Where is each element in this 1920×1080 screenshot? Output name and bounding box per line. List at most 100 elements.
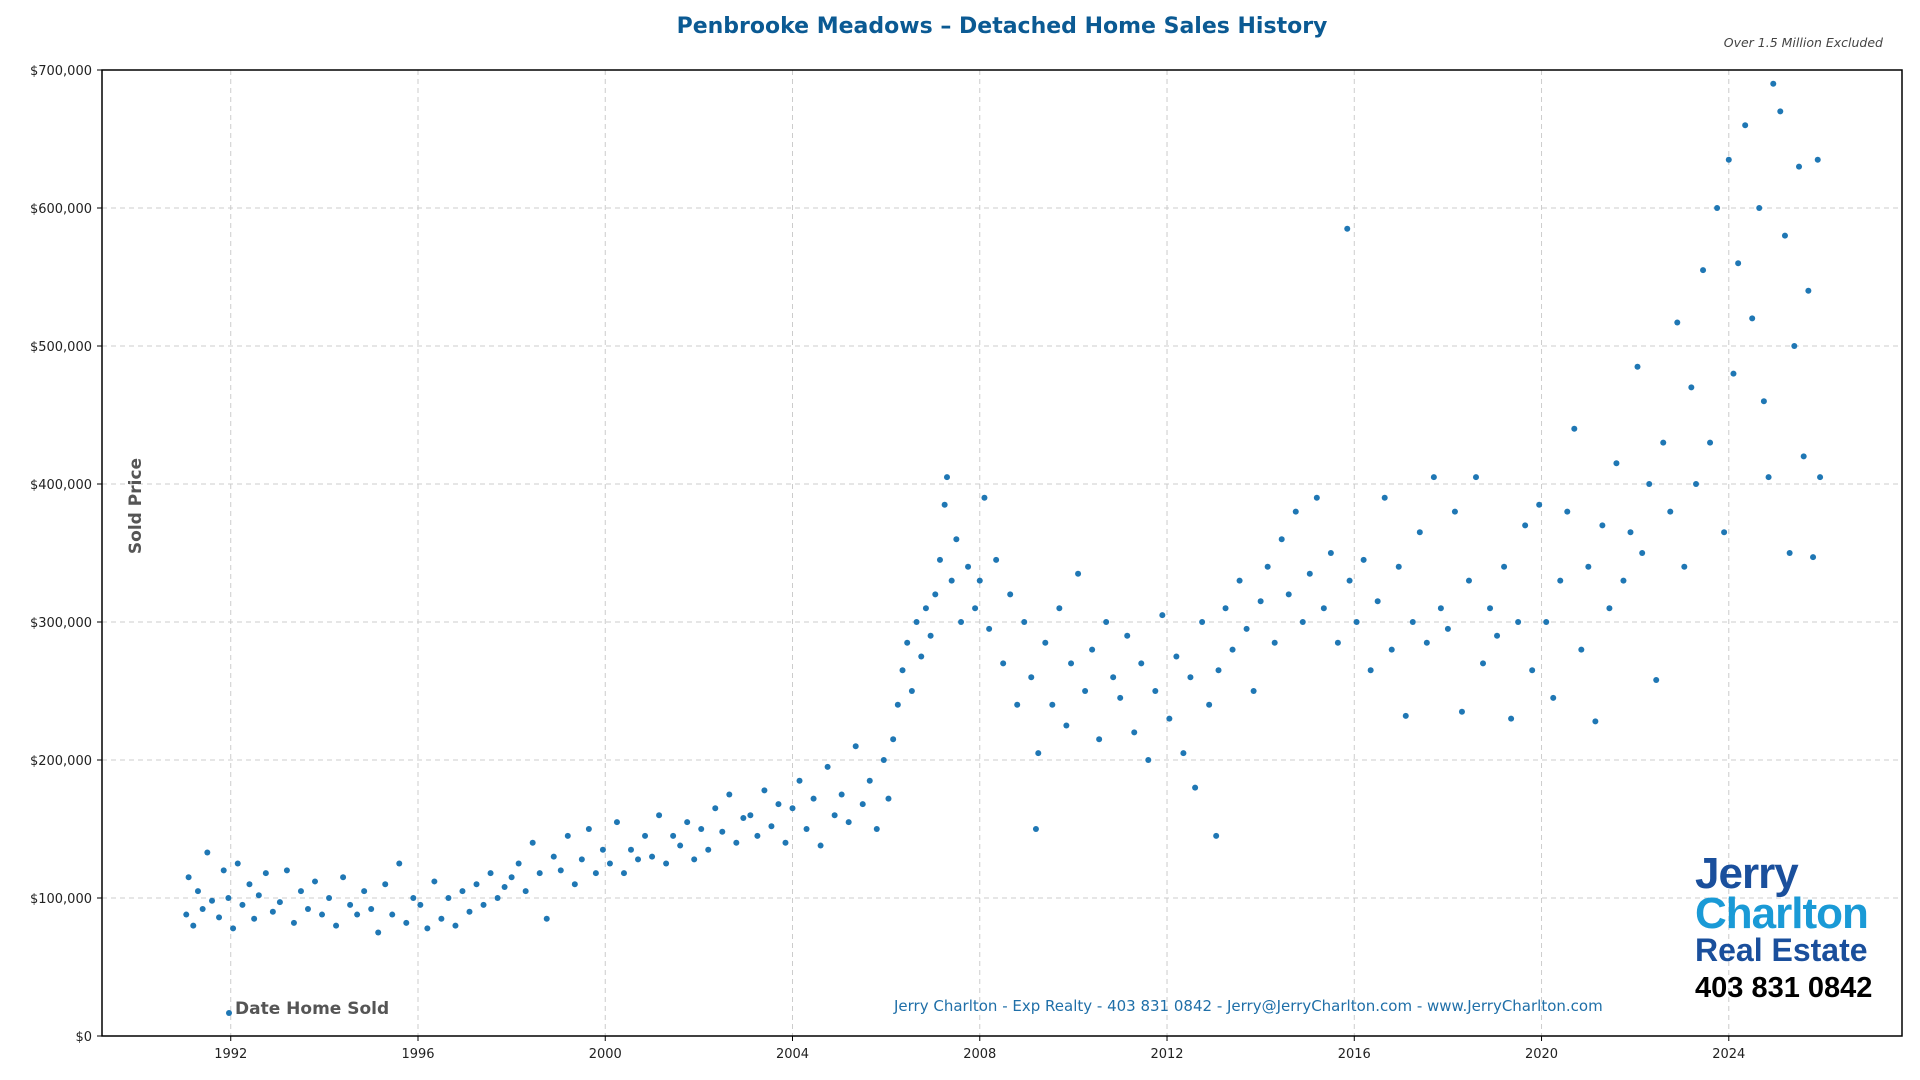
- data-point: [1613, 460, 1620, 467]
- data-point: [1173, 653, 1180, 660]
- data-point: [1353, 619, 1360, 625]
- data-point: [1056, 605, 1063, 612]
- data-point: [972, 605, 979, 612]
- data-point: [747, 812, 754, 819]
- data-point: [1313, 494, 1320, 501]
- data-point: [361, 888, 368, 895]
- data-point: [1000, 660, 1007, 667]
- data-point: [965, 563, 972, 570]
- data-point: [642, 832, 649, 839]
- data-point: [283, 867, 290, 874]
- data-point: [234, 860, 241, 867]
- y-tick-label: $200,000: [30, 754, 92, 769]
- data-point: [1063, 722, 1070, 729]
- data-point: [1229, 646, 1236, 653]
- data-point: [913, 619, 920, 625]
- data-point: [1480, 660, 1487, 667]
- data-point: [543, 915, 550, 922]
- data-point: [1805, 287, 1812, 294]
- data-point: [1278, 536, 1285, 543]
- data-point: [698, 826, 705, 832]
- data-point: [319, 911, 326, 918]
- data-point: [1765, 474, 1772, 481]
- data-point: [1791, 343, 1798, 349]
- data-point: [1437, 605, 1444, 612]
- data-point: [290, 919, 297, 926]
- data-point: [1131, 729, 1138, 736]
- data-point: [1515, 619, 1522, 625]
- data-point: [466, 908, 473, 915]
- data-point: [1082, 688, 1089, 694]
- data-point: [1735, 260, 1742, 267]
- data-point: [1585, 563, 1592, 570]
- data-point: [627, 846, 634, 853]
- data-point: [613, 819, 620, 826]
- data-point: [904, 639, 911, 646]
- data-point: [564, 832, 571, 839]
- data-point: [1810, 554, 1817, 561]
- data-point: [216, 914, 223, 921]
- data-point: [368, 906, 375, 913]
- data-point: [1707, 439, 1714, 446]
- data-point: [230, 925, 237, 932]
- data-point: [375, 929, 382, 936]
- data-point: [890, 736, 897, 743]
- data-point: [183, 911, 190, 918]
- data-point: [276, 899, 283, 906]
- data-point: [333, 922, 340, 929]
- data-point: [1796, 163, 1803, 170]
- data-point: [1138, 660, 1145, 667]
- data-point: [1416, 529, 1423, 536]
- data-point: [1494, 632, 1501, 639]
- logo-phone: 403 831 0842: [1695, 972, 1873, 1004]
- data-point: [571, 881, 578, 888]
- data-point: [927, 632, 934, 639]
- data-point: [536, 870, 543, 877]
- data-point: [677, 842, 684, 849]
- data-point: [1395, 563, 1402, 570]
- y-axis-label: Sold Price: [126, 457, 146, 555]
- x-tick-label: 1996: [401, 1047, 434, 1062]
- x-tick-label: 2008: [963, 1047, 996, 1062]
- data-point: [768, 823, 775, 830]
- data-point: [606, 860, 613, 867]
- x-axis-label: Date Home Sold: [235, 999, 390, 1019]
- data-point: [1458, 708, 1465, 715]
- data-point: [1035, 750, 1042, 757]
- legend-marker: [226, 1010, 232, 1016]
- plot-frame: [101, 69, 1903, 1037]
- data-point: [1075, 570, 1082, 577]
- chart-title: Penbrooke Meadows – Detached Home Sales …: [676, 14, 1328, 39]
- data-point: [209, 897, 216, 904]
- data-point: [304, 906, 311, 913]
- data-point: [1306, 570, 1313, 577]
- data-point: [1634, 363, 1641, 370]
- data-point: [1487, 605, 1494, 612]
- data-point: [1257, 598, 1264, 605]
- data-point: [1800, 453, 1807, 460]
- data-point: [852, 743, 859, 750]
- data-point: [199, 906, 206, 913]
- data-point: [585, 826, 592, 832]
- data-point: [1639, 550, 1646, 556]
- data-point: [845, 819, 852, 826]
- grid: [102, 69, 1902, 1037]
- data-point: [1236, 577, 1243, 584]
- data-point: [899, 667, 906, 674]
- data-point: [1032, 826, 1039, 832]
- data-point: [1285, 591, 1292, 598]
- data-point: [981, 494, 988, 501]
- data-point: [1367, 667, 1374, 674]
- logo-line2: Charlton: [1695, 889, 1869, 938]
- data-point: [663, 860, 670, 867]
- data-point: [347, 901, 354, 908]
- data-point: [578, 856, 585, 863]
- data-point: [220, 867, 227, 874]
- y-tick-label: $300,000: [30, 616, 92, 631]
- data-point: [382, 881, 389, 888]
- data-point: [1049, 701, 1056, 708]
- data-point: [932, 591, 939, 598]
- data-point: [803, 826, 810, 832]
- data-point: [1781, 232, 1788, 239]
- data-point: [1014, 701, 1021, 708]
